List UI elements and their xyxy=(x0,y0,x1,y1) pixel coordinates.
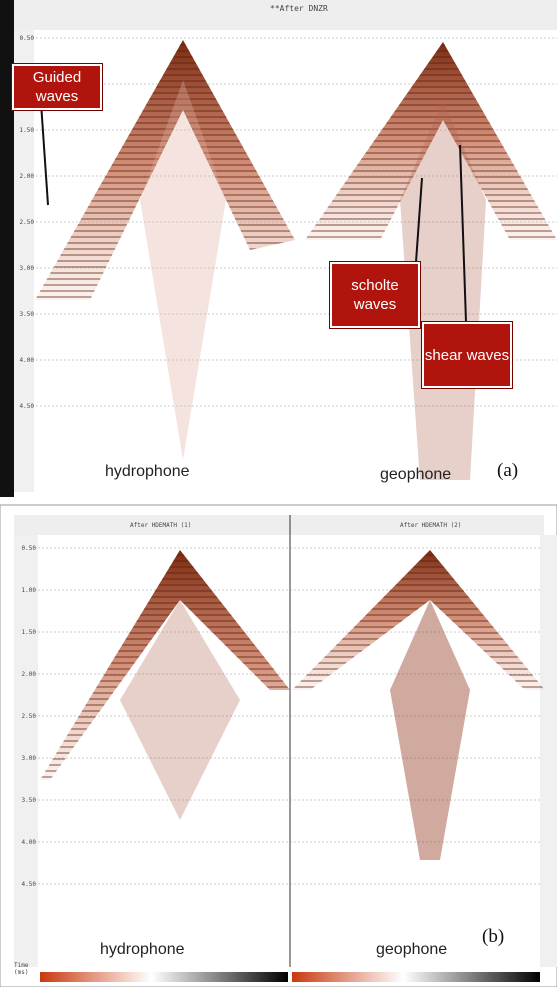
time-label: 1.50 xyxy=(22,629,37,636)
panel-b-header-bg xyxy=(14,515,544,535)
time-axis-right xyxy=(540,535,557,967)
time-label: 4.00 xyxy=(20,357,35,364)
time-label: 3.50 xyxy=(22,797,37,804)
time-label: 3.00 xyxy=(20,265,35,272)
panel-a-header-bg xyxy=(14,0,557,30)
axis-label: Time (ms) xyxy=(14,962,29,976)
time-label: 2.50 xyxy=(22,713,37,720)
geophone-stripes xyxy=(305,42,557,240)
time-axis xyxy=(14,30,34,492)
time-label: 4.50 xyxy=(20,403,35,410)
geophone-label: geophone xyxy=(380,466,452,483)
colorbar xyxy=(40,972,288,982)
grid-a: 0.501.001.502.002.503.003.504.004.50 xyxy=(20,35,557,410)
panel-b xyxy=(0,504,557,987)
time-label: 2.50 xyxy=(20,219,35,226)
time-label: 0.50 xyxy=(22,545,37,552)
time-label: 2.00 xyxy=(22,671,37,678)
time-label: 0.50 xyxy=(20,35,35,42)
scholte-label: scholte waves xyxy=(330,262,420,328)
panel-b-left-title: After HDEMATH (1) xyxy=(130,522,192,529)
panel-tag: (b) xyxy=(482,926,505,947)
geophone-center xyxy=(390,600,470,860)
arrow xyxy=(415,177,423,263)
hydrophone-label: hydrophone xyxy=(105,463,190,480)
panel-tag: (a) xyxy=(497,460,519,481)
hydrophone-stripes xyxy=(40,550,290,780)
guided-label: Guided waves xyxy=(12,64,102,110)
time-axis xyxy=(14,535,38,967)
panel-a-border xyxy=(0,0,14,497)
time-label: 3.50 xyxy=(20,311,35,318)
hydrophone-center xyxy=(140,80,226,460)
geophone-label: geophone xyxy=(376,941,448,958)
time-label: 1.50 xyxy=(20,127,35,134)
hydrophone-label: hydrophone xyxy=(100,941,185,958)
arrow xyxy=(459,144,467,323)
panel-b-right-title: After HDEMATH (2) xyxy=(400,522,462,529)
time-label: 2.00 xyxy=(20,173,35,180)
shear-label: shear waves xyxy=(422,322,512,388)
time-label: 1.00 xyxy=(22,587,37,594)
time-label: 3.00 xyxy=(22,755,37,762)
time-label: 4.50 xyxy=(22,881,37,888)
time-label: 4.00 xyxy=(22,839,37,846)
panel-a-header: **After DNZR xyxy=(270,4,328,13)
hydrophone-center xyxy=(120,600,240,820)
colorbar xyxy=(292,972,540,982)
hydrophone-stripes xyxy=(35,40,295,300)
geophone-stripes xyxy=(292,550,545,690)
grid-b: 0.50 1.00 1.50 2.00 2.50 3.00 3.50 4.00 4.50 xyxy=(22,545,540,888)
